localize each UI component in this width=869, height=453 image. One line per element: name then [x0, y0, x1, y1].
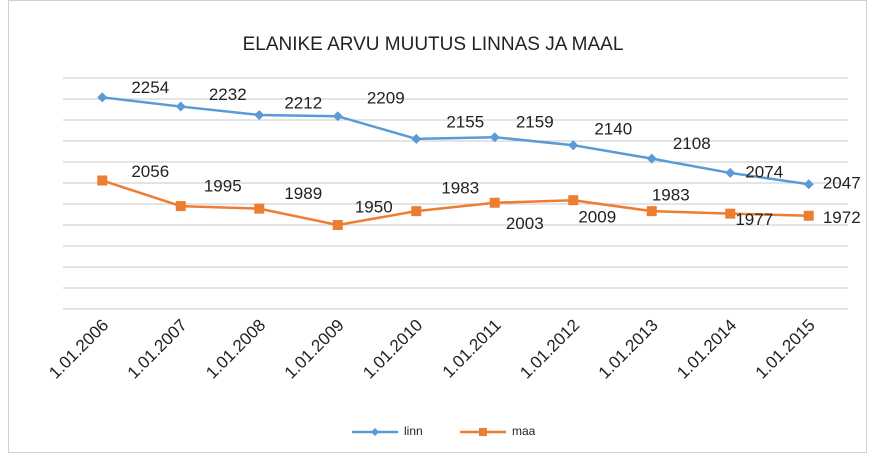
data-label: 2003	[506, 214, 544, 233]
marker	[489, 132, 500, 143]
marker	[489, 197, 500, 208]
marker	[97, 175, 108, 186]
data-label: 2074	[745, 162, 783, 181]
data-label: 2232	[209, 85, 247, 104]
marker	[568, 140, 579, 151]
marker	[803, 210, 814, 221]
data-label: 2056	[131, 162, 169, 181]
data-label: 2254	[131, 78, 169, 97]
marker	[97, 92, 108, 103]
marker	[332, 111, 343, 122]
data-label: 2009	[578, 208, 616, 227]
line-series	[101, 179, 809, 227]
data-label: 2108	[673, 134, 711, 153]
data-label: 1983	[652, 186, 690, 205]
marker	[411, 206, 422, 217]
legend-marker	[371, 428, 379, 436]
data-label: 1950	[355, 197, 393, 216]
data-label: 2140	[594, 120, 632, 139]
data-label: 1983	[441, 179, 479, 198]
data-label: 1972	[823, 208, 861, 227]
marker	[725, 208, 736, 219]
data-label: 1995	[204, 177, 242, 196]
legend-marker	[479, 428, 487, 436]
data-label: 1989	[284, 184, 322, 203]
marker	[254, 109, 265, 120]
data-label: 2212	[284, 93, 322, 112]
data-label: 2047	[823, 174, 861, 193]
chart-title: ELANIKE ARVU MUUTUS LINNAS JA MAAL	[243, 34, 624, 55]
marker	[725, 167, 736, 178]
marker	[803, 179, 814, 190]
marker	[175, 101, 186, 112]
legend-label: linn	[404, 424, 423, 438]
data-label: 1977	[735, 210, 773, 229]
marker	[411, 133, 422, 144]
data-label: 2159	[516, 113, 554, 132]
data-label: 2155	[446, 112, 484, 131]
marker	[254, 203, 265, 214]
line-series	[102, 96, 809, 186]
marker	[646, 206, 657, 217]
legend-label: maa	[512, 424, 536, 438]
marker	[332, 220, 343, 230]
marker	[175, 201, 186, 212]
chart-border	[8, 0, 867, 453]
data-label: 2209	[367, 89, 405, 108]
marker	[568, 195, 579, 206]
marker	[646, 153, 657, 164]
